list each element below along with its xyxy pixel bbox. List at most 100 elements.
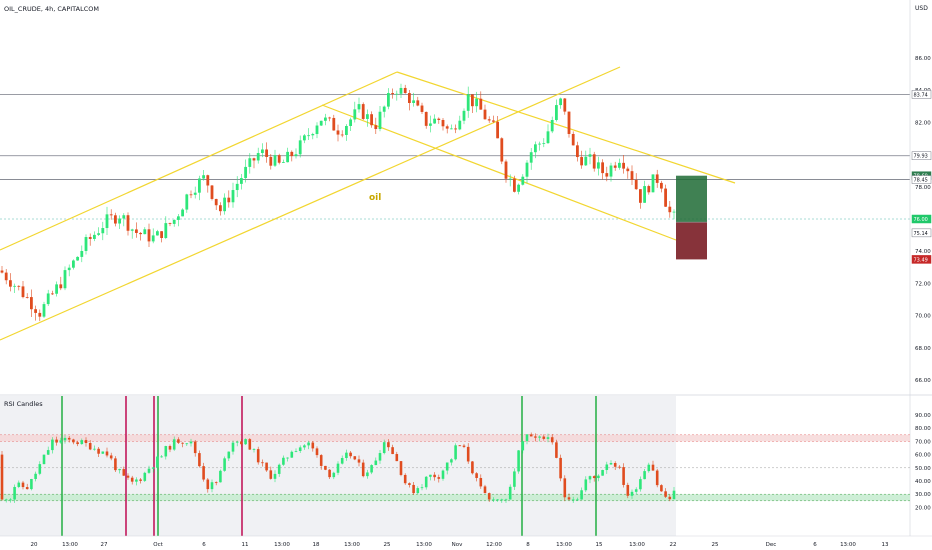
time-tick-label: 11: [242, 542, 249, 548]
candle-body: [164, 223, 168, 239]
candle-body: [67, 267, 71, 271]
candle-body: [622, 162, 625, 169]
candle-body: [475, 98, 478, 107]
rsi-candle-body: [214, 482, 218, 484]
candle-body: [80, 250, 84, 257]
candle-body: [147, 229, 151, 242]
rsi-candle-body: [542, 436, 546, 439]
price-tick-label: 74.00: [915, 249, 931, 255]
rsi-candle-body: [462, 445, 466, 447]
rsi-candle-body: [143, 472, 147, 481]
candle-body: [651, 174, 655, 193]
candle-body: [538, 143, 541, 145]
candle-body: [580, 157, 583, 166]
time-axis[interactable]: 20 13:00 27 Oct 6 11 13:00 18 13:00 25 13:00 Nov 12:…: [0, 535, 932, 548]
rsi-candle-body: [403, 474, 407, 484]
candle-body: [534, 144, 537, 153]
candle-body: [332, 117, 336, 131]
time-tick-label: 20: [31, 542, 38, 548]
candle-body: [303, 135, 306, 141]
rsi-candle-body: [538, 436, 541, 438]
rsi-candle-body: [655, 470, 659, 486]
stop-zone[interactable]: [676, 222, 707, 260]
time-tick-label: 25: [712, 542, 719, 548]
rsi-candle-body: [298, 447, 302, 451]
candle-body: [118, 218, 121, 224]
rsi-candle-body: [177, 439, 180, 443]
rsi-candle-body: [219, 470, 222, 483]
candle-body: [403, 87, 407, 94]
rsi-candle-body: [479, 477, 483, 487]
rsi-candle-body: [550, 437, 554, 443]
rsi-panel[interactable]: RSI Candles 90.00 80.00 70.00 60.00 50.00 40.…: [0, 394, 932, 536]
candle-body: [240, 178, 243, 184]
rsi-candle-body: [597, 475, 600, 479]
price-axis[interactable]: USD 86.0084.0082.0080.0078.0076.0074.007…: [909, 0, 932, 536]
rsi-candle-body: [240, 441, 243, 445]
time-tick-label: 25: [384, 542, 391, 548]
price-tick-label: 66.00: [915, 378, 931, 384]
long-position-tool[interactable]: [676, 175, 707, 260]
rsi-candle-body: [328, 469, 331, 478]
time-tick-label: 12:00: [486, 542, 502, 548]
rsi-candle-body: [172, 439, 176, 450]
rsi-candle-body: [290, 451, 294, 458]
candle-body: [555, 105, 558, 121]
candle-body: [462, 110, 466, 121]
time-tick-label: 13:00: [629, 542, 645, 548]
rsi-candle-body: [51, 439, 54, 451]
trendline[interactable]: [396, 71, 736, 184]
candle-body: [210, 185, 214, 199]
time-tick-label: 18: [313, 542, 320, 548]
candle-body: [223, 197, 226, 212]
candle-body: [298, 140, 302, 155]
price-panel[interactable]: oil OIL_CRUDE, 4h, CAPITALCOM: [0, 0, 910, 394]
rsi-candle-body: [555, 442, 558, 458]
candle-body: [172, 219, 176, 224]
candle-body: [4, 272, 8, 281]
candle-body: [231, 190, 235, 203]
trendline[interactable]: [0, 66, 621, 341]
rsi-candle-body: [513, 471, 516, 487]
candle-body: [655, 174, 659, 183]
rsi-candle-body: [63, 437, 67, 441]
rsi-candle-body: [0, 454, 4, 500]
rsi-candle-body: [46, 450, 50, 455]
candle-body: [492, 120, 495, 122]
price-label-box: [911, 214, 932, 224]
rsi-tick-label: 80.00: [915, 426, 931, 432]
candle-body: [647, 186, 651, 193]
price-tick-label: 72.00: [915, 281, 931, 287]
rsi-candle-body: [458, 445, 462, 447]
rsi-candle-body: [315, 448, 319, 456]
rsi-candle-body: [508, 486, 512, 500]
candle-body: [277, 155, 281, 163]
candle-body: [135, 229, 138, 233]
rsi-candle-body: [454, 445, 457, 460]
rsi-tick-label: 30.00: [915, 492, 931, 498]
candle-body: [160, 231, 163, 239]
trendline[interactable]: [0, 71, 398, 251]
rsi-tick-label: 70.00: [915, 439, 931, 445]
price-label-box: [911, 228, 932, 238]
candle-body: [450, 128, 453, 130]
candle-body: [374, 125, 378, 130]
rsi-candle-body: [580, 490, 583, 500]
rsi-candle-body: [664, 491, 667, 497]
candle-body: [420, 105, 424, 112]
candle-body: [613, 165, 617, 168]
candle-body: [588, 154, 592, 157]
rsi-candle-body: [353, 456, 357, 460]
candle-body: [227, 197, 231, 203]
candle-body: [382, 106, 386, 112]
rsi-candle-body: [332, 472, 336, 478]
candle-body: [542, 143, 546, 144]
candle-body: [408, 93, 411, 103]
rsi-candle-body: [395, 454, 399, 462]
candle-body: [244, 166, 247, 179]
target-zone[interactable]: [676, 175, 707, 223]
candle-body: [424, 111, 428, 126]
candle-body: [353, 109, 357, 120]
rsi-candle-body: [622, 467, 625, 485]
currency-label: USD: [915, 5, 928, 12]
